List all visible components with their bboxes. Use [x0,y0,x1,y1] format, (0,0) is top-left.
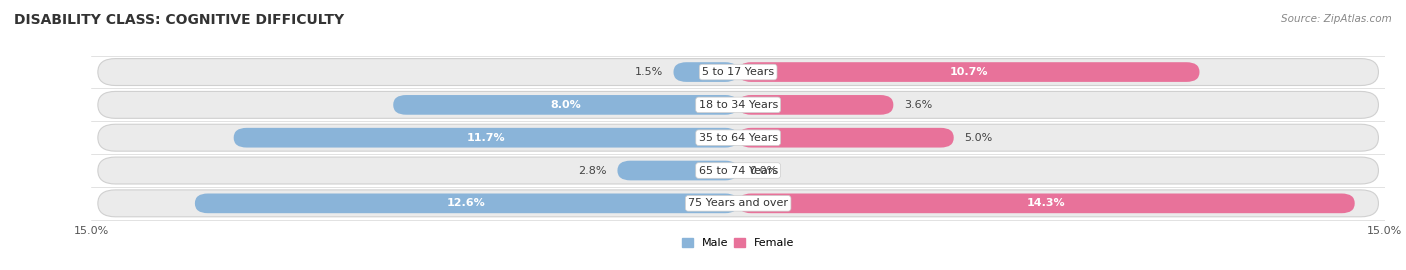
FancyBboxPatch shape [98,124,1378,151]
FancyBboxPatch shape [738,128,953,147]
Text: 5.0%: 5.0% [965,133,993,143]
Text: 8.0%: 8.0% [550,100,581,110]
Text: 35 to 64 Years: 35 to 64 Years [699,133,778,143]
FancyBboxPatch shape [98,59,1378,86]
Text: 3.6%: 3.6% [904,100,932,110]
FancyBboxPatch shape [394,95,738,115]
Text: DISABILITY CLASS: COGNITIVE DIFFICULTY: DISABILITY CLASS: COGNITIVE DIFFICULTY [14,14,344,28]
FancyBboxPatch shape [195,194,738,213]
Text: 18 to 34 Years: 18 to 34 Years [699,100,778,110]
Text: Source: ZipAtlas.com: Source: ZipAtlas.com [1281,14,1392,23]
FancyBboxPatch shape [98,157,1378,184]
Text: 75 Years and over: 75 Years and over [688,198,789,208]
FancyBboxPatch shape [98,190,1378,217]
Text: 5 to 17 Years: 5 to 17 Years [702,67,775,77]
FancyBboxPatch shape [738,62,1199,82]
Text: 10.7%: 10.7% [949,67,988,77]
FancyBboxPatch shape [617,161,738,180]
Text: 11.7%: 11.7% [467,133,505,143]
Text: 14.3%: 14.3% [1028,198,1066,208]
FancyBboxPatch shape [673,62,738,82]
FancyBboxPatch shape [738,194,1355,213]
Text: 0.0%: 0.0% [749,166,778,176]
FancyBboxPatch shape [233,128,738,147]
Text: 12.6%: 12.6% [447,198,486,208]
FancyBboxPatch shape [738,95,893,115]
Text: 1.5%: 1.5% [634,67,662,77]
Text: 65 to 74 Years: 65 to 74 Years [699,166,778,176]
Legend: Male, Female: Male, Female [678,234,799,253]
Text: 2.8%: 2.8% [578,166,606,176]
FancyBboxPatch shape [98,92,1378,118]
